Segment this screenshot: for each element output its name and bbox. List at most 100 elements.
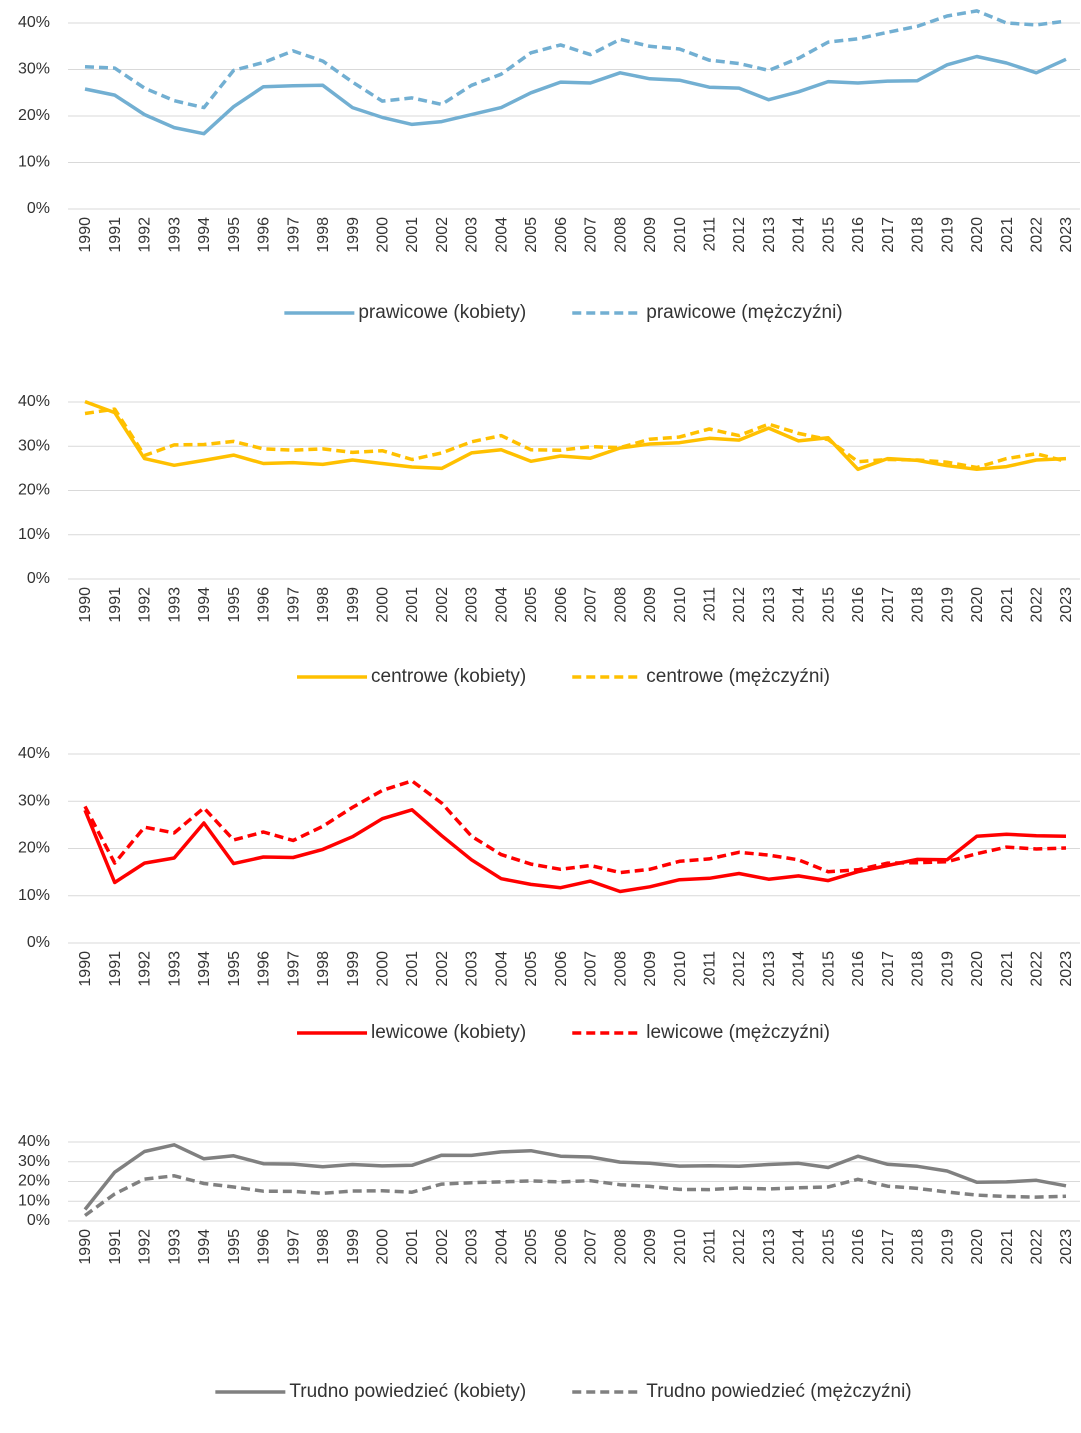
- legend-label: lewicowe (kobiety): [371, 1022, 526, 1043]
- x-tick-label: 2017: [880, 587, 897, 623]
- x-tick-label: 2020: [969, 217, 986, 253]
- x-tick-label: 2006: [553, 217, 570, 253]
- x-tick-label: 2007: [583, 1229, 600, 1265]
- x-tick-label: 2011: [701, 951, 718, 986]
- x-tick-label: 1995: [226, 951, 243, 987]
- x-tick-label: 1998: [315, 217, 332, 253]
- x-tick-label: 2009: [642, 217, 659, 253]
- x-tick-label: 2000: [374, 1229, 391, 1265]
- series-line: [84, 9, 1067, 110]
- x-tick-label: 2006: [553, 1229, 570, 1265]
- y-tick-label: 10%: [18, 526, 50, 543]
- x-tick-label: 2019: [939, 1229, 956, 1265]
- legend-label: prawicowe (kobiety): [358, 302, 526, 323]
- y-tick-label: 30%: [18, 437, 50, 454]
- x-tick-label: 2008: [612, 587, 629, 623]
- x-tick-label: 2015: [820, 217, 837, 253]
- x-tick-label: 2020: [969, 587, 986, 623]
- x-tick-label: 2001: [404, 1229, 421, 1265]
- x-tick-label: 2022: [1028, 1229, 1045, 1265]
- y-tick-label: 20%: [18, 482, 50, 499]
- x-tick-label: 2018: [910, 951, 927, 987]
- x-tick-label: 1996: [256, 1229, 273, 1265]
- y-tick-label: 10%: [18, 887, 50, 904]
- x-tick-label: 2007: [583, 587, 600, 623]
- x-tick-label: 1991: [107, 217, 124, 253]
- x-tick-label: 2005: [523, 217, 540, 253]
- x-tick-label: 2010: [672, 217, 689, 253]
- x-tick-label: 1993: [166, 217, 183, 253]
- x-tick-label: 2003: [464, 587, 481, 623]
- legend-label: Trudno powiedzieć (kobiety): [289, 1381, 526, 1402]
- y-tick-label: 40%: [18, 745, 50, 762]
- x-tick-label: 2017: [880, 951, 897, 987]
- x-tick-label: 2000: [374, 951, 391, 987]
- x-tick-label: 2014: [791, 1229, 808, 1265]
- x-tick-label: 2003: [464, 1229, 481, 1265]
- x-tick-label: 2001: [404, 587, 421, 623]
- x-tick-label: 2016: [850, 951, 867, 987]
- legend-label: Trudno powiedzieć (mężczyźni): [646, 1381, 911, 1402]
- x-tick-label: 2010: [672, 951, 689, 987]
- x-tick-label: 2001: [404, 217, 421, 253]
- x-tick-label: 1993: [166, 951, 183, 987]
- x-tick-label: 1990: [77, 1229, 94, 1265]
- x-tick-label: 1997: [285, 1229, 302, 1265]
- x-tick-label: 2002: [434, 587, 451, 623]
- x-tick-label: 2019: [939, 217, 956, 253]
- x-tick-label: 1998: [315, 587, 332, 623]
- x-tick-label: 2014: [791, 587, 808, 623]
- x-tick-label: 2010: [672, 587, 689, 623]
- x-tick-label: 1992: [137, 1229, 154, 1265]
- y-tick-label: 0%: [27, 934, 50, 951]
- x-tick-label: 1995: [226, 587, 243, 623]
- x-tick-label: 1990: [77, 951, 94, 987]
- x-tick-label: 2002: [434, 951, 451, 987]
- x-tick-label: 2011: [701, 217, 718, 252]
- x-tick-label: 1995: [226, 217, 243, 253]
- x-tick-label: 1994: [196, 1229, 213, 1265]
- x-tick-label: 1992: [137, 217, 154, 253]
- x-tick-label: 2005: [523, 951, 540, 987]
- x-tick-label: 2022: [1028, 951, 1045, 987]
- x-tick-label: 2018: [910, 1229, 927, 1265]
- x-tick-label: 2021: [999, 1229, 1016, 1265]
- x-tick-label: 1995: [226, 1229, 243, 1265]
- x-tick-label: 2012: [731, 1229, 748, 1265]
- x-tick-label: 2013: [761, 1229, 778, 1265]
- x-tick-label: 2023: [1058, 951, 1075, 987]
- x-tick-label: 2004: [493, 1229, 510, 1265]
- x-tick-label: 2018: [910, 587, 927, 623]
- x-tick-label: 2023: [1058, 587, 1075, 623]
- x-tick-label: 2016: [850, 587, 867, 623]
- x-tick-label: 1999: [345, 1229, 362, 1265]
- y-tick-label: 0%: [27, 1212, 50, 1229]
- x-tick-label: 2013: [761, 951, 778, 987]
- x-tick-label: 1996: [256, 951, 273, 987]
- legend-label: lewicowe (mężczyźni): [646, 1022, 830, 1043]
- x-tick-label: 2002: [434, 1229, 451, 1265]
- x-tick-label: 2023: [1058, 217, 1075, 253]
- legend-label: centrowe (kobiety): [371, 666, 526, 687]
- x-tick-label: 2006: [553, 587, 570, 623]
- x-tick-label: 2011: [701, 1229, 718, 1264]
- y-tick-label: 30%: [18, 61, 50, 78]
- x-tick-label: 2002: [434, 217, 451, 253]
- y-tick-label: 40%: [18, 14, 50, 31]
- x-tick-label: 2016: [850, 1229, 867, 1265]
- x-tick-label: 2005: [523, 587, 540, 623]
- x-tick-label: 1993: [166, 587, 183, 623]
- x-tick-label: 2010: [672, 1229, 689, 1265]
- x-tick-label: 2008: [612, 951, 629, 987]
- y-tick-label: 40%: [18, 393, 50, 410]
- x-tick-label: 1990: [77, 587, 94, 623]
- series-line: [83, 779, 1067, 875]
- x-tick-label: 2011: [701, 587, 718, 622]
- x-tick-label: 2015: [820, 951, 837, 987]
- x-tick-label: 2015: [820, 587, 837, 623]
- x-tick-label: 1990: [77, 217, 94, 253]
- x-tick-label: 2020: [969, 951, 986, 987]
- x-tick-label: 1992: [137, 587, 154, 623]
- legend-label: centrowe (mężczyźni): [646, 666, 830, 687]
- x-tick-label: 1999: [345, 587, 362, 623]
